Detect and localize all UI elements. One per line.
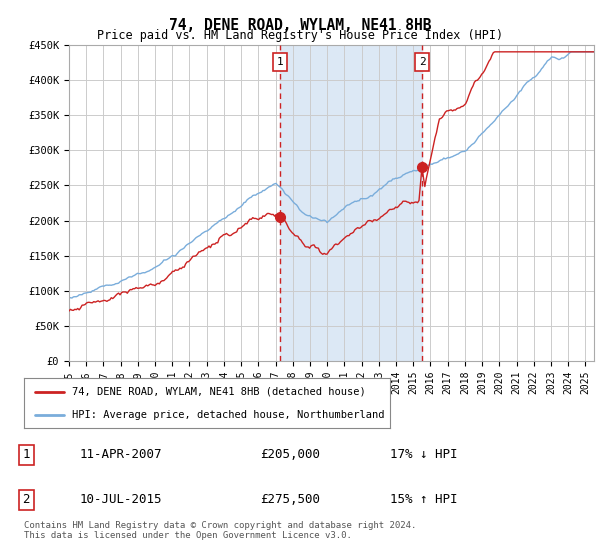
Text: 2: 2 [419, 57, 425, 67]
Text: 17% ↓ HPI: 17% ↓ HPI [390, 449, 457, 461]
Text: £205,000: £205,000 [260, 449, 320, 461]
Text: 1: 1 [277, 57, 284, 67]
Text: Contains HM Land Registry data © Crown copyright and database right 2024.
This d: Contains HM Land Registry data © Crown c… [24, 521, 416, 540]
Text: 1: 1 [22, 449, 30, 461]
Text: 2: 2 [22, 493, 30, 506]
Text: 10-JUL-2015: 10-JUL-2015 [80, 493, 162, 506]
Text: 74, DENE ROAD, WYLAM, NE41 8HB: 74, DENE ROAD, WYLAM, NE41 8HB [169, 18, 431, 33]
Text: 15% ↑ HPI: 15% ↑ HPI [390, 493, 457, 506]
Text: £275,500: £275,500 [260, 493, 320, 506]
Text: HPI: Average price, detached house, Northumberland: HPI: Average price, detached house, Nort… [71, 410, 384, 420]
Text: 74, DENE ROAD, WYLAM, NE41 8HB (detached house): 74, DENE ROAD, WYLAM, NE41 8HB (detached… [71, 386, 365, 396]
Text: 11-APR-2007: 11-APR-2007 [80, 449, 162, 461]
Bar [280, 45, 422, 361]
Text: Price paid vs. HM Land Registry's House Price Index (HPI): Price paid vs. HM Land Registry's House … [97, 29, 503, 42]
